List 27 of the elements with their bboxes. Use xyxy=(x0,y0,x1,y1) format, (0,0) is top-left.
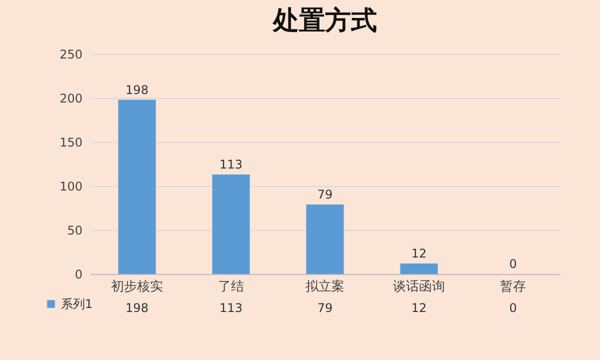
bar xyxy=(400,263,438,274)
annotation: 198 xyxy=(126,82,148,97)
data-label: 79 xyxy=(317,301,333,315)
chart-title: 处置方式 xyxy=(272,6,377,36)
annotation: 12 xyxy=(411,246,427,260)
x-tick-label: 了结 xyxy=(218,280,244,294)
y-tick-label: 100 xyxy=(60,180,82,194)
annotation: 79 xyxy=(317,187,333,202)
y-tick-label: 250 xyxy=(60,48,82,62)
annotation: 0 xyxy=(509,257,517,271)
y-tick-label: 50 xyxy=(67,224,82,238)
data-label: 198 xyxy=(126,301,148,315)
x-tick-label: 谈话函询 xyxy=(393,280,445,294)
data-label: 113 xyxy=(220,301,242,315)
x-tick-label: 暂存 xyxy=(500,280,526,294)
bar xyxy=(118,100,156,274)
data-label: 12 xyxy=(411,301,427,315)
x-tick-label: 初步核实 xyxy=(111,280,163,294)
bar xyxy=(212,174,250,274)
bar xyxy=(306,204,344,274)
y-tick-label: 0 xyxy=(74,268,82,282)
legend-label: 系列1 xyxy=(61,297,93,311)
y-tick-label: 200 xyxy=(60,92,82,106)
annotation: 113 xyxy=(220,158,242,172)
data-label: 0 xyxy=(509,301,517,315)
y-tick-label: 150 xyxy=(60,136,82,150)
x-tick-label: 拟立案 xyxy=(306,278,344,294)
